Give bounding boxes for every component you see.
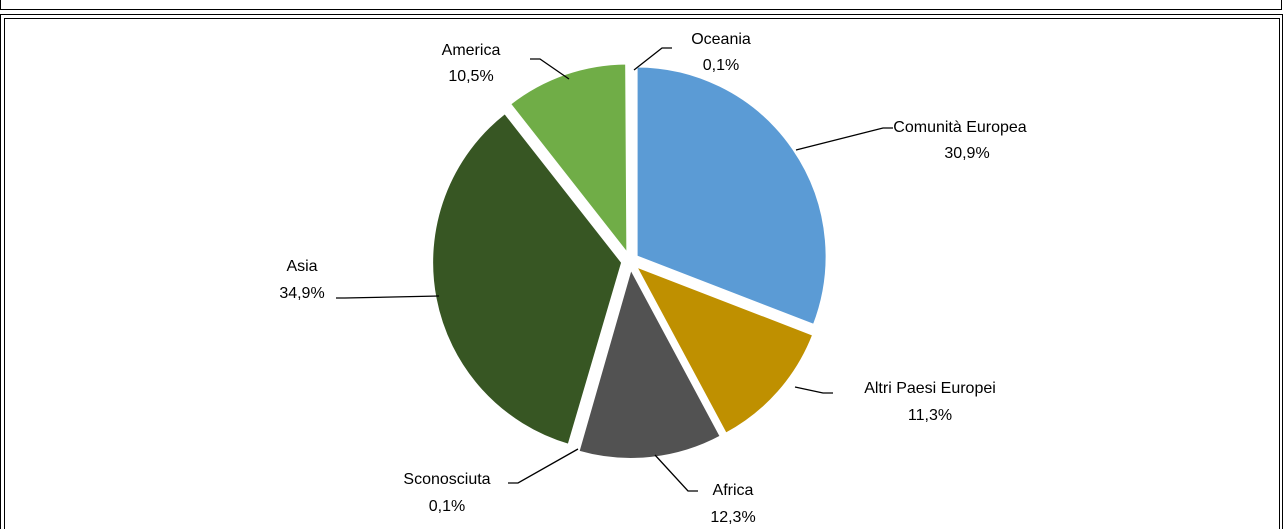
slice-value-asia: 34,9% (279, 285, 324, 302)
slice-label-oceania: Oceania (691, 31, 751, 48)
pie-slice-altri-paesi-europei (633, 264, 815, 436)
top-frame (0, 0, 1282, 10)
slice-value-comunit-europea: 30,9% (944, 145, 989, 162)
chart-frame (4, 18, 1280, 529)
slice-label-america: America (442, 42, 501, 59)
slice-value-oceania: 0,1% (703, 57, 739, 74)
leader-line-oceania (633, 47, 672, 71)
slice-value-altri-paesi-europei: 11,3% (908, 407, 952, 424)
chart-frame-outer (0, 14, 1283, 529)
pie-slice-asia (431, 111, 624, 447)
leader-line-comunit-europea (795, 127, 893, 151)
slice-label-sconosciuta: Sconosciuta (403, 471, 490, 488)
pie-slice-america (508, 62, 629, 257)
slice-label-africa: Africa (713, 482, 754, 499)
slice-label-comunit-europea: Comunità Europea (893, 119, 1027, 136)
slice-value-america: 10,5% (448, 68, 493, 85)
leader-line-sconosciuta (508, 448, 579, 484)
slice-value-sconosciuta: 0,1% (429, 498, 465, 515)
pie-slice-oceania (627, 61, 631, 254)
leader-line-africa (654, 454, 698, 492)
slice-label-altri-paesi-europei: Altri Paesi Europei (864, 380, 996, 397)
leader-line-america (530, 58, 570, 80)
slice-value-africa: 12,3% (710, 509, 755, 526)
slice-label-asia: Asia (286, 258, 317, 275)
leader-line-altri-paesi-europei (794, 386, 833, 394)
pie-slice-comunit-europea (635, 65, 828, 327)
leader-line-asia (336, 295, 440, 299)
pie-slice-africa (577, 266, 723, 460)
